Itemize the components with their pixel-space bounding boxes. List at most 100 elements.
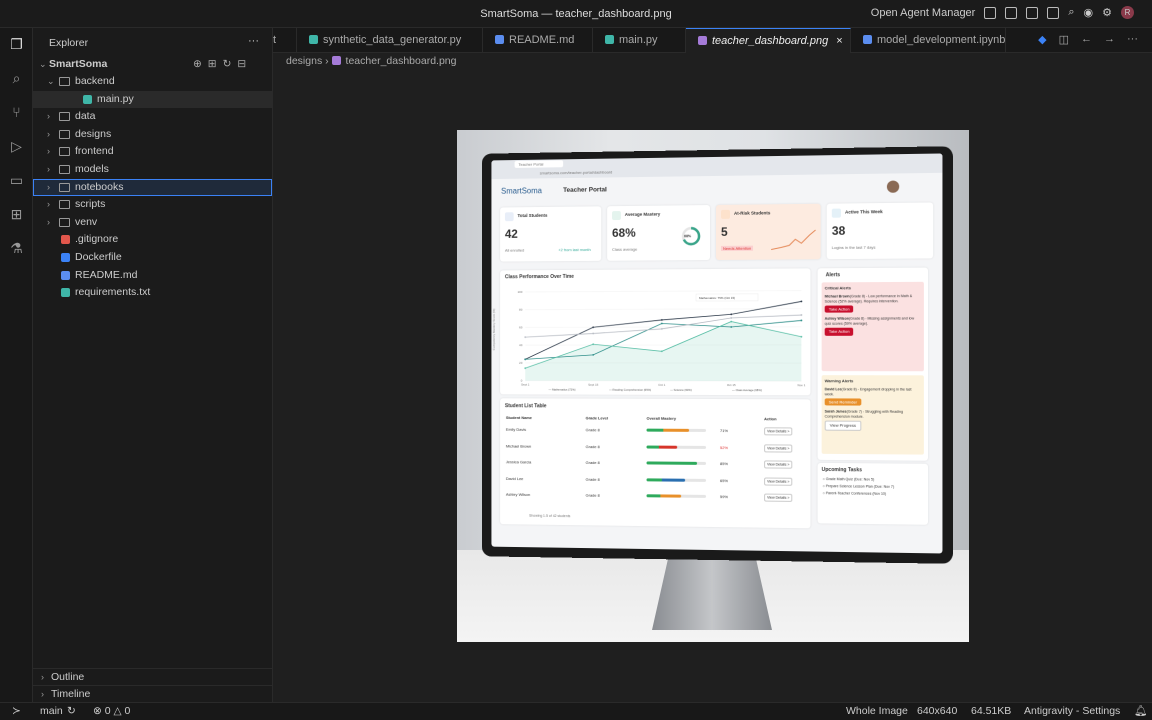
table-row: Emily Davis Grade 8 71% View Details > bbox=[500, 398, 810, 436]
tab-synthetic_data_generator-py[interactable]: synthetic_data_generator.py bbox=[297, 28, 483, 53]
tree-item-README-md[interactable]: README.md bbox=[33, 267, 272, 284]
folder-icon bbox=[59, 112, 70, 122]
close-tab-icon[interactable]: × bbox=[836, 35, 843, 47]
view-details-button[interactable]: View Details > bbox=[764, 493, 793, 502]
source-control-icon[interactable]: ⑂ bbox=[12, 104, 21, 120]
tree-item-Dockerfile[interactable]: Dockerfile bbox=[33, 249, 272, 266]
legend-item: — Reading Comprehension (65%) bbox=[609, 388, 651, 392]
timeline-section[interactable]: › Timeline bbox=[33, 685, 272, 702]
search-icon[interactable]: ⌕ bbox=[12, 70, 21, 86]
extensions-icon[interactable]: ⊞ bbox=[10, 206, 23, 222]
activity-bar: ❐ ⌕ ⑂ ▷ ▭ ⊞ ⚗ bbox=[0, 28, 33, 702]
tree-item-scripts[interactable]: › scripts bbox=[33, 196, 272, 213]
folder-icon bbox=[59, 165, 70, 174]
split-editor-icon[interactable]: ◫ bbox=[1058, 34, 1069, 46]
settings-link[interactable]: Antigravity - Settings bbox=[1024, 705, 1121, 717]
dashboard-screen: Teacher Portal smartsoma.com/teacher-por… bbox=[491, 153, 943, 554]
tree-item-requirements-txt[interactable]: requirements.txt bbox=[33, 284, 272, 301]
data-point bbox=[730, 326, 733, 328]
tree-item-main-py[interactable]: main.py bbox=[33, 90, 272, 108]
alert-item: Sarah James(Grade 7) - Struggling with R… bbox=[824, 410, 921, 431]
tree-item-data[interactable]: › data bbox=[33, 108, 272, 125]
alert-item: Michael Brown(Grade 8) - Low performance… bbox=[824, 294, 913, 313]
breadcrumb-file[interactable]: teacher_dashboard.png bbox=[345, 55, 457, 67]
chevron-icon: › bbox=[47, 164, 50, 174]
search-icon[interactable]: ⌕ bbox=[1068, 6, 1075, 18]
more-icon[interactable]: ··· bbox=[1127, 33, 1138, 45]
tree-item-frontend[interactable]: › frontend bbox=[33, 143, 272, 160]
x-tick-label: Oct 1 bbox=[658, 383, 665, 387]
zoom-mode[interactable]: Whole Image bbox=[846, 705, 908, 717]
task-item[interactable]: ○ Prepare Science Lesson Plan (Due: Nov … bbox=[822, 484, 895, 489]
remote-icon[interactable]: ≻ bbox=[12, 705, 21, 717]
file-type-icon bbox=[863, 35, 872, 44]
data-point bbox=[592, 343, 595, 346]
more-actions-icon[interactable]: ··· bbox=[248, 35, 259, 47]
data-point bbox=[592, 326, 595, 329]
testing-icon[interactable]: ⚗ bbox=[10, 240, 23, 256]
new-file-folder-refresh-collapse-icons[interactable]: ⊕⊞↻⊟ bbox=[193, 58, 253, 70]
editor-tabs: t synthetic_data_generator.py README.md mai… bbox=[273, 28, 1152, 53]
gridline bbox=[525, 327, 801, 328]
teacher-avatar bbox=[886, 180, 900, 193]
folder-icon bbox=[59, 200, 70, 210]
tree-item-models[interactable]: › models bbox=[33, 161, 272, 178]
tab-README-md[interactable]: README.md bbox=[483, 28, 593, 53]
run-debug-icon[interactable]: ▷ bbox=[11, 138, 22, 154]
agent-manager-button[interactable]: Open Agent Manager bbox=[870, 6, 976, 19]
tab-t[interactable]: t bbox=[273, 28, 297, 53]
back-icon[interactable]: ← bbox=[1081, 33, 1092, 45]
table-row: David Lee Grade 8 65% View Details > bbox=[500, 398, 810, 486]
outline-section[interactable]: › Outline bbox=[33, 668, 272, 685]
tree-item--gitignore[interactable]: .gitignore bbox=[33, 231, 272, 248]
tab-main-py[interactable]: main.py bbox=[593, 28, 686, 53]
alert-action-button[interactable]: View Progress bbox=[824, 420, 862, 431]
tree-item-notebooks[interactable]: › notebooks bbox=[33, 178, 272, 196]
toggle-panel-icon[interactable] bbox=[1026, 6, 1039, 19]
alert-action-button[interactable]: Take Action bbox=[824, 305, 854, 313]
line-chart: 0 20 40 60 80 100 Sept 1 Sept 15 Oct 1 Oct 15 Nov … bbox=[518, 268, 806, 392]
column-header: Grade Level bbox=[585, 415, 609, 421]
layout-icon[interactable] bbox=[984, 6, 997, 19]
toggle-sidebar-icon[interactable] bbox=[1005, 6, 1018, 19]
sync-icon[interactable]: ↻ bbox=[67, 705, 76, 717]
tab-teacher_dashboard-png[interactable]: teacher_dashboard.png × bbox=[686, 28, 851, 53]
view-details-button[interactable]: View Details > bbox=[764, 427, 793, 436]
table-row: Michael Brown Grade 8 52% View Details > bbox=[500, 398, 810, 453]
alert-action-button[interactable]: Send Reminder bbox=[824, 398, 862, 406]
y-tick-label: 40 bbox=[519, 343, 523, 347]
url-bar: smartsoma.com/teacher-portal/dashboard bbox=[539, 169, 613, 176]
explorer-icon[interactable]: ❐ bbox=[10, 36, 23, 52]
problems[interactable]: ⊗ 0 △ 0 bbox=[93, 705, 131, 717]
y-tick-label: 20 bbox=[519, 361, 523, 365]
browser-tab: Teacher Portal bbox=[514, 160, 563, 168]
bell-icon[interactable]: 🔔︎ bbox=[1134, 705, 1148, 717]
chevron-icon: › bbox=[47, 181, 50, 192]
forward-icon[interactable]: → bbox=[1104, 33, 1115, 45]
alert-action-button[interactable]: Take Action bbox=[824, 328, 854, 336]
tasks-title: Upcoming Tasks bbox=[821, 466, 862, 474]
breadcrumb-folder[interactable]: designs bbox=[286, 55, 323, 67]
branch[interactable]: main bbox=[40, 705, 63, 717]
remote-icon[interactable]: ▭ bbox=[9, 172, 24, 188]
task-item[interactable]: ○ Grade Math Quiz (Due: Nov 5) bbox=[822, 477, 875, 482]
tree-item-designs[interactable]: › designs bbox=[33, 126, 272, 143]
view-details-button[interactable]: View Details > bbox=[764, 476, 793, 486]
file-type-icon bbox=[309, 35, 318, 44]
tree-item-venv[interactable]: › venv bbox=[33, 214, 272, 231]
view-details-button[interactable]: View Details > bbox=[764, 460, 793, 469]
breadcrumb: designs › teacher_dashboard.png bbox=[286, 55, 457, 67]
gear-icon[interactable]: ⚙ bbox=[1102, 7, 1112, 19]
tab-model_development-ipynb[interactable]: model_development.ipynb bbox=[851, 28, 1006, 53]
tree-item-backend[interactable]: ⌄ backend bbox=[33, 73, 272, 90]
browser-icon[interactable]: ◉ bbox=[1083, 7, 1094, 19]
avatar[interactable]: R bbox=[1121, 6, 1134, 19]
table-row: Jessica Garcia Grade 8 85% View Details > bbox=[500, 398, 810, 469]
task-item[interactable]: ○ Parent-Teacher Conferences (Nov 10) bbox=[822, 491, 887, 496]
view-details-button[interactable]: View Details > bbox=[764, 443, 793, 453]
docker-icon[interactable]: ◆ bbox=[1038, 34, 1047, 46]
folder-icon bbox=[59, 77, 70, 86]
workspace-root[interactable]: ⌄ SmartSoma ⊕⊞↻⊟ bbox=[33, 56, 272, 73]
alert-item: Ashley Wilson(Grade 8) - Missing assignm… bbox=[824, 316, 915, 336]
split-icon[interactable] bbox=[1047, 6, 1060, 19]
